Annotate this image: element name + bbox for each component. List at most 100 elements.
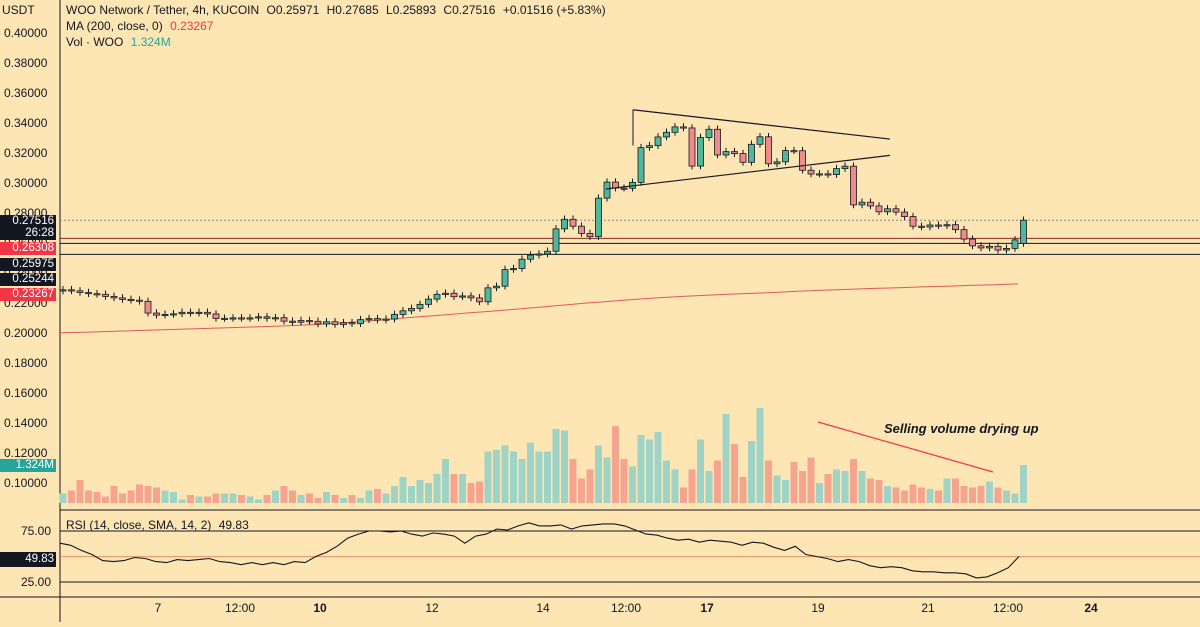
volume-bar [76, 480, 84, 503]
y-tick-label: 0.10000 [4, 476, 48, 490]
volume-bar [1003, 490, 1010, 503]
ma-200-line [59, 283, 1019, 334]
candle [884, 205, 891, 216]
candle [909, 212, 917, 230]
candle-body [195, 311, 203, 314]
candle [586, 229, 594, 240]
x-tick-label: 12:00 [225, 601, 255, 615]
candle-body [952, 224, 959, 231]
candle-body [459, 295, 466, 298]
volume-bar [680, 487, 687, 503]
candle-body [561, 218, 568, 230]
candle-body [425, 298, 432, 305]
volume-bar [501, 445, 509, 503]
candle [986, 242, 993, 252]
candle-body [680, 126, 687, 129]
candle-body [238, 317, 245, 320]
candle [739, 149, 747, 166]
candle [790, 146, 798, 155]
candle-body [68, 289, 75, 292]
volume-bar [527, 442, 534, 503]
candle [620, 184, 628, 192]
candle [527, 251, 534, 263]
candle [459, 292, 466, 300]
annotation-text: Selling volume drying up [884, 421, 1039, 436]
candle-body [178, 311, 186, 315]
candle [59, 286, 67, 295]
candle-body [926, 224, 934, 228]
candle [926, 221, 934, 231]
candle-body [807, 169, 815, 175]
volume-bar [102, 496, 109, 503]
annotation-arrow [817, 421, 994, 473]
last-price-tag: 0.27516 [0, 215, 56, 228]
candle [637, 143, 645, 186]
candle-body [119, 297, 126, 300]
volume-bar [348, 495, 356, 503]
candle-body [289, 320, 296, 323]
candle [850, 162, 857, 209]
volume-bar [357, 498, 364, 503]
candle [765, 133, 772, 168]
candle-body [323, 321, 330, 325]
candle-body [603, 181, 611, 199]
candle-body [569, 218, 577, 227]
candle [1003, 244, 1010, 254]
candle [816, 170, 823, 178]
volume-bar [943, 478, 951, 503]
candle-body [263, 316, 271, 319]
candle [552, 225, 560, 255]
volume-bar [85, 490, 92, 503]
candle [365, 314, 373, 323]
candle-body [654, 136, 662, 147]
triangle-lower-line [605, 154, 891, 190]
candle-body [1003, 247, 1010, 251]
candle-body [408, 307, 415, 312]
volume-bar [578, 478, 585, 503]
candle [136, 296, 143, 305]
candle [246, 314, 254, 322]
candle-body [782, 150, 789, 163]
volume-bar [799, 471, 806, 503]
volume-bar [867, 478, 874, 503]
candle [93, 289, 101, 298]
candle-body [382, 318, 390, 321]
candle-body [535, 253, 543, 256]
candle [229, 314, 237, 322]
volume-bar [272, 490, 279, 503]
volume-bar [909, 484, 917, 503]
volume-bar [612, 426, 619, 503]
candle-body [433, 293, 441, 300]
candle [340, 318, 347, 328]
volume-bar [68, 490, 75, 503]
y-tick-label: 0.36000 [4, 86, 48, 100]
candle [518, 255, 526, 272]
rsi-legend: RSI (14, close, SMA, 14, 2) 49.83 [66, 518, 253, 533]
volume-bar [144, 486, 152, 503]
candle-body [85, 292, 92, 295]
symbol-title: WOO Network / Tether, 4h, KUCOIN [66, 3, 260, 17]
volume-bar [391, 486, 398, 503]
level-1-tag: 0.25975 [0, 258, 56, 271]
candle-body [799, 150, 806, 171]
candle [578, 222, 585, 237]
candle [280, 313, 288, 325]
candle [501, 265, 509, 290]
candle-body [391, 313, 398, 320]
y-tick-label: 0.14000 [4, 416, 48, 430]
candle-body [722, 151, 730, 156]
candle-body [816, 173, 823, 176]
volume-bar [433, 474, 441, 503]
candle [535, 250, 543, 259]
candle-body [714, 128, 721, 156]
candle-body [824, 173, 832, 176]
candle-body [484, 287, 492, 303]
volume-bar [731, 444, 738, 503]
candle-body [212, 313, 220, 319]
x-tick-label: 21 [921, 601, 935, 615]
candle-body [697, 137, 704, 167]
candle-body [272, 317, 279, 320]
volume-bar [238, 495, 245, 503]
candle-body [527, 254, 534, 260]
